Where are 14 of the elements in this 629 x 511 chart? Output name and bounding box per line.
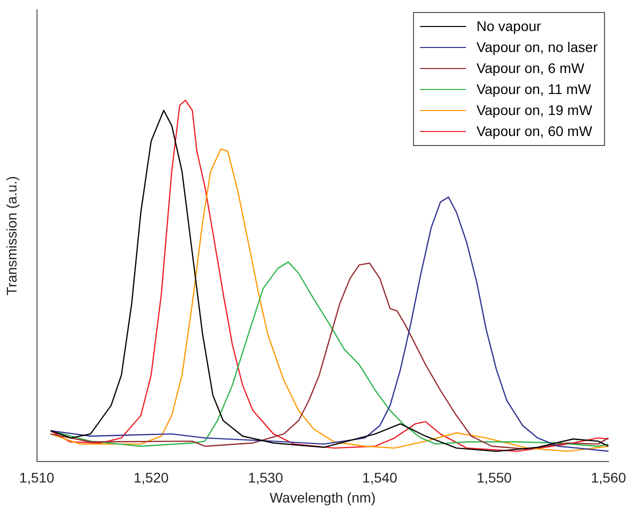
legend-label: Vapour on, 6 mW bbox=[476, 59, 584, 78]
x-tick-label: 1,520 bbox=[134, 470, 169, 486]
y-axis-title: Transmission (a.u.) bbox=[3, 176, 20, 296]
legend-label: Vapour on, no laser bbox=[476, 38, 598, 57]
legend-label: Vapour on, 60 mW bbox=[476, 122, 592, 141]
x-tick-label: 1,540 bbox=[362, 470, 398, 486]
x-axis-title: Wavelength (nm) bbox=[270, 489, 376, 506]
x-tick-label: 1,510 bbox=[19, 470, 55, 486]
x-tick-label: 1,560 bbox=[590, 470, 626, 486]
x-tick-label: 1,530 bbox=[248, 470, 284, 486]
legend-label: Vapour on, 19 mW bbox=[476, 101, 592, 120]
legend-label: No vapour bbox=[476, 17, 542, 36]
x-tick-label: 1,550 bbox=[476, 470, 512, 486]
legend-label: Vapour on, 11 mW bbox=[476, 80, 592, 99]
